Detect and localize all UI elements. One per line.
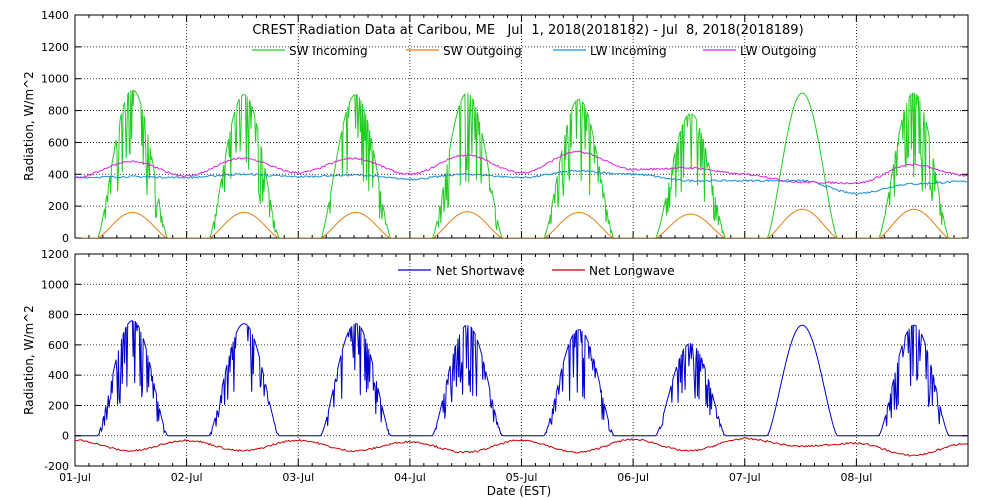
bottom-grid: [75, 254, 968, 466]
y-tick-label: 1400: [41, 9, 69, 22]
y-tick-label: 1000: [41, 73, 69, 86]
series-line-sw-incoming: [75, 89, 968, 238]
top-legend: SW Incoming SW Outgoing LW Incoming LW O…: [252, 44, 817, 58]
series-line-lw-outgoing: [75, 150, 968, 185]
y-tick-label: 1000: [41, 278, 69, 291]
x-tick-label: 01-Jul: [59, 471, 91, 484]
x-tick-label: 04-Jul: [394, 471, 426, 484]
y-tick-label: 600: [48, 136, 69, 149]
legend-netsw-label: Net Shortwave: [436, 264, 525, 278]
y-tick-label: 400: [48, 369, 69, 382]
x-tick-label: 06-Jul: [617, 471, 649, 484]
bottom-panel: -200 0 200 400 600 800 1000 1200 Net Shortwave …: [22, 248, 969, 498]
legend-netlw-label: Net Longwave: [589, 264, 675, 278]
top-y-axis-label: Radiation, W/m^2: [22, 71, 36, 181]
y-tick-label: 600: [48, 339, 69, 352]
bottom-series: [75, 319, 968, 457]
top-series: [75, 89, 968, 238]
y-tick-label: 200: [48, 399, 69, 412]
x-axis-label: Date (EST): [487, 484, 551, 498]
legend-swin-label: SW Incoming: [289, 44, 368, 58]
y-tick-label: 800: [48, 309, 69, 322]
series-line-sw-outgoing: [75, 208, 968, 238]
y-tick-label: -200: [44, 460, 69, 473]
series-line-lw-incoming: [75, 169, 968, 195]
y-tick-label: 400: [48, 168, 69, 181]
y-tick-label: 0: [62, 430, 69, 443]
bottom-y-axis-label: Radiation, W/m^2: [22, 305, 36, 415]
series-line-net-longwave: [75, 437, 968, 457]
top-y-ticks: 0 200 400 600 800 1000 1200 1400: [41, 9, 969, 245]
x-tick-label: 02-Jul: [171, 471, 203, 484]
legend-swout-label: SW Outgoing: [443, 44, 522, 58]
bottom-y-ticks: -200 0 200 400 600 800 1000 1200: [41, 248, 969, 473]
x-tick-label: 08-Jul: [840, 471, 872, 484]
y-tick-label: 0: [62, 232, 69, 245]
y-tick-label: 1200: [41, 41, 69, 54]
y-tick-label: 800: [48, 105, 69, 118]
x-tick-labels: 01-Jul 02-Jul 03-Jul 04-Jul 05-Jul 06-Jul 07-J…: [59, 471, 872, 484]
chart-title: CREST Radiation Data at Caribou, ME Jul …: [252, 23, 803, 38]
top-panel: 0 200 400 600 800 1000 1200 1400 CREST Radiatio…: [22, 9, 969, 245]
legend-lwin-label: LW Incoming: [590, 44, 667, 58]
legend-lwout-label: LW Outgoing: [740, 44, 817, 58]
x-tick-label: 03-Jul: [282, 471, 314, 484]
x-tick-label: 07-Jul: [729, 471, 761, 484]
y-tick-label: 200: [48, 200, 69, 213]
y-tick-label: 1200: [41, 248, 69, 261]
x-tick-label: 05-Jul: [506, 471, 538, 484]
series-line-net-shortwave: [75, 319, 968, 437]
bottom-legend: Net Shortwave Net Longwave: [398, 264, 675, 278]
